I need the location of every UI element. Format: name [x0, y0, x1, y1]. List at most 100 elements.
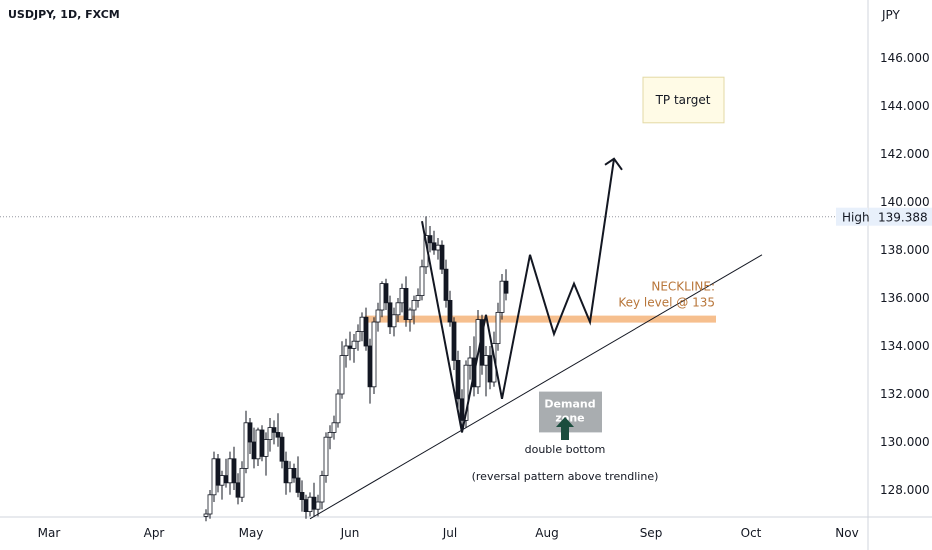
- up-arrow-icon: [556, 417, 574, 440]
- candle-body[interactable]: [267, 427, 273, 441]
- candle-body[interactable]: [487, 355, 493, 383]
- x-tick-label: Aug: [535, 526, 558, 540]
- candle-body[interactable]: [231, 458, 237, 484]
- candle-body[interactable]: [463, 364, 469, 421]
- candle-body[interactable]: [303, 499, 309, 513]
- candle-body[interactable]: [215, 458, 221, 486]
- candle-body[interactable]: [403, 287, 409, 320]
- candle-body[interactable]: [427, 235, 433, 244]
- candle-body[interactable]: [411, 299, 417, 311]
- x-tick-label: Nov: [835, 526, 858, 540]
- candle-body[interactable]: [439, 244, 445, 270]
- candle-body[interactable]: [419, 266, 425, 296]
- tp-target-label: TP target: [655, 93, 711, 107]
- reversal-pattern-label: (reversal pattern above trendline): [472, 470, 659, 483]
- candle-body[interactable]: [283, 460, 289, 484]
- candle-body[interactable]: [495, 311, 501, 344]
- y-tick-label: 138.000: [880, 243, 930, 257]
- neckline-label: NECKLINE:: [651, 280, 715, 294]
- candle-body[interactable]: [431, 242, 437, 251]
- double-bottom-label: double bottom: [525, 443, 606, 456]
- candle-body[interactable]: [407, 309, 413, 321]
- candle-body[interactable]: [455, 359, 461, 400]
- candle-body[interactable]: [355, 331, 361, 342]
- projection-path: [421, 158, 615, 433]
- candle-body[interactable]: [435, 244, 441, 251]
- candle-body[interactable]: [207, 494, 213, 515]
- demand-zone-label: Demand: [544, 398, 595, 411]
- y-tick-label: 132.000: [880, 387, 930, 401]
- candle-body[interactable]: [299, 491, 305, 500]
- high-value-bg: [869, 207, 932, 226]
- candle-body[interactable]: [263, 439, 269, 457]
- candle-body[interactable]: [383, 283, 389, 304]
- candle-body[interactable]: [251, 441, 257, 460]
- candle-body[interactable]: [335, 393, 341, 424]
- y-tick-label: 146.000: [880, 51, 930, 65]
- candle-body[interactable]: [227, 458, 233, 484]
- x-tick-label: Sep: [640, 526, 663, 540]
- candle-body[interactable]: [467, 357, 473, 366]
- candle-body[interactable]: [387, 302, 393, 328]
- candle-body[interactable]: [287, 467, 293, 484]
- candle-body[interactable]: [459, 398, 465, 421]
- high-value: 139.388: [878, 211, 928, 225]
- candle-body[interactable]: [307, 496, 313, 513]
- candle-body[interactable]: [359, 316, 365, 333]
- currency-label: JPY: [882, 8, 900, 22]
- candle-body[interactable]: [415, 295, 421, 301]
- neckline-band: [365, 315, 716, 323]
- candle-body[interactable]: [499, 280, 505, 313]
- candle-body[interactable]: [363, 316, 369, 347]
- candle-body[interactable]: [203, 513, 209, 517]
- candle-body[interactable]: [211, 458, 217, 496]
- candle-body[interactable]: [243, 422, 249, 469]
- candle-body[interactable]: [331, 422, 337, 433]
- x-tick-label: May: [239, 526, 264, 540]
- candle-body[interactable]: [443, 268, 449, 301]
- candle-body[interactable]: [239, 467, 245, 498]
- candle-body[interactable]: [315, 501, 321, 510]
- candle-body[interactable]: [279, 436, 285, 462]
- candle-body[interactable]: [503, 280, 509, 294]
- x-tick-label: Oct: [741, 526, 762, 540]
- y-tick-label: 140.000: [880, 195, 930, 209]
- candle-body[interactable]: [343, 345, 349, 357]
- candle-body[interactable]: [323, 436, 329, 477]
- candle-body[interactable]: [327, 431, 333, 438]
- tp-target-box[interactable]: [642, 76, 725, 124]
- projection-arrowhead: [604, 157, 623, 171]
- candle-body[interactable]: [375, 309, 381, 323]
- candle-body[interactable]: [483, 355, 489, 366]
- candle-body[interactable]: [339, 355, 345, 395]
- candle-body[interactable]: [255, 429, 261, 460]
- candle-body[interactable]: [367, 345, 373, 388]
- y-tick-label: 128.000: [880, 483, 930, 497]
- candle-body[interactable]: [259, 429, 265, 457]
- high-label-bg: [836, 207, 868, 226]
- candle-body[interactable]: [235, 482, 241, 498]
- candle-body[interactable]: [351, 340, 357, 349]
- y-tick-label: 142.000: [880, 147, 930, 161]
- candle-body[interactable]: [271, 427, 277, 433]
- candle-body[interactable]: [447, 299, 453, 323]
- symbol-label: USDJPY, 1D, FXCM: [8, 8, 120, 21]
- candle-body[interactable]: [395, 302, 401, 316]
- x-tick-label: Jul: [442, 526, 457, 540]
- candle-body[interactable]: [347, 345, 353, 349]
- candle-body[interactable]: [275, 431, 281, 438]
- candle-body[interactable]: [311, 496, 317, 510]
- candle-body[interactable]: [379, 283, 385, 311]
- candle-body[interactable]: [451, 321, 457, 361]
- candle-body[interactable]: [319, 475, 325, 503]
- candle-body[interactable]: [247, 422, 253, 443]
- candle-body[interactable]: [223, 475, 229, 484]
- candle-body[interactable]: [295, 477, 301, 493]
- candle-body[interactable]: [291, 467, 297, 479]
- candle-body[interactable]: [391, 314, 397, 328]
- candle-body[interactable]: [219, 475, 225, 486]
- candle-body[interactable]: [371, 321, 377, 388]
- candle-body[interactable]: [399, 287, 405, 304]
